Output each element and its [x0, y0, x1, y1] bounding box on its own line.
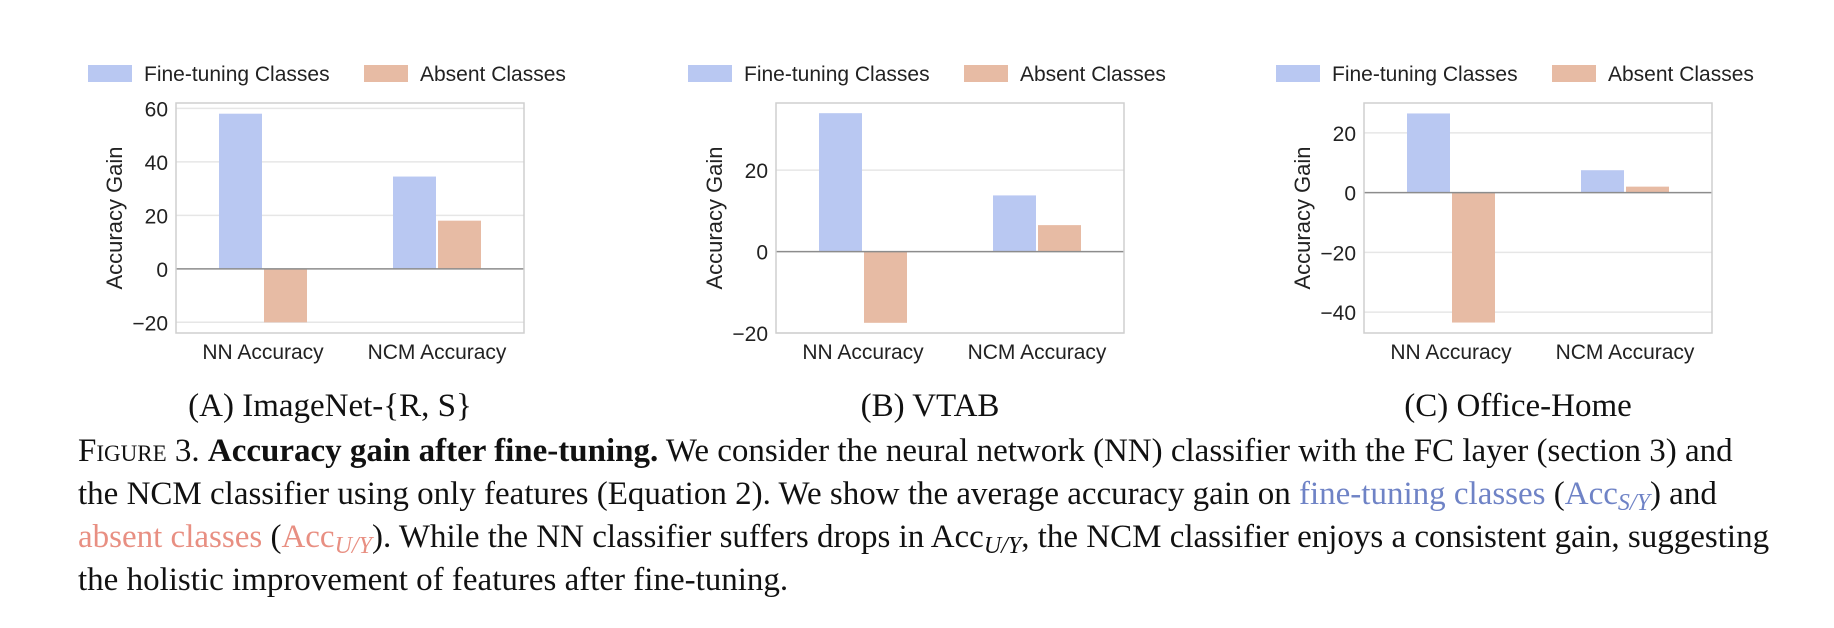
caption-title: Accuracy gain after fine-tuning.	[207, 433, 659, 469]
bar-absent-ncm	[438, 220, 481, 269]
y-axis-label: Accuracy Gain	[102, 146, 127, 289]
bar-absent-nn	[864, 251, 907, 323]
bar-fine-ncm	[393, 176, 436, 269]
caption-acc-absent-2: AccU/Y	[930, 519, 1022, 559]
x-tick-label: NN Accuracy	[202, 341, 324, 364]
legend-swatch-fine	[688, 65, 732, 82]
caption-text-3: ). While the NN classifier suffers drops…	[371, 519, 931, 555]
legend-swatch-fine	[88, 65, 132, 82]
bar-fine-nn	[219, 113, 262, 269]
figure-panels: Fine-tuning Classes Absent Classes −20 0 20 4…	[88, 63, 1754, 424]
subfigure-title: (B) VTAB	[861, 388, 1000, 424]
x-tick-label: NCM Accuracy	[1556, 341, 1695, 364]
bar-absent-nn	[1452, 192, 1495, 323]
caption-absent-classes: absent classes	[78, 519, 263, 555]
y-tick-label: 0	[156, 259, 168, 282]
caption-fine-tuning-classes: fine-tuning classes	[1299, 476, 1546, 512]
chart-legend: Fine-tuning Classes Absent Classes	[1276, 63, 1754, 86]
chart-legend: Fine-tuning Classes Absent Classes	[688, 63, 1166, 86]
subfigure-title: (C) Office-Home	[1404, 388, 1632, 424]
y-tick-label: 40	[145, 152, 168, 175]
legend-swatch-absent	[1552, 65, 1596, 82]
caption-text-2: ) and	[1649, 476, 1717, 512]
bar-fine-ncm	[1581, 170, 1624, 193]
figure-caption: Figure 3. Accuracy gain after fine-tunin…	[78, 433, 1770, 598]
legend-swatch-absent	[964, 65, 1008, 82]
subfigure-title: (A) ImageNet-{R, S}	[188, 388, 472, 424]
bar-fine-ncm	[993, 195, 1036, 252]
legend-label-absent: Absent Classes	[1608, 63, 1754, 86]
figure-label: Figure 3.	[78, 433, 200, 469]
plot-frame	[1363, 102, 1713, 334]
y-axis-label: Accuracy Gain	[1290, 146, 1315, 289]
caption-acc-absent: AccU/Y	[281, 519, 372, 559]
caption-acc-fine: AccS/Y	[1564, 476, 1650, 516]
plot-frame	[775, 102, 1125, 334]
y-tick-label: 20	[1333, 123, 1356, 146]
bar-fine-nn	[1407, 113, 1450, 193]
y-tick-label: −20	[1320, 242, 1356, 265]
plot-frame	[175, 102, 525, 334]
x-tick-label: NN Accuracy	[1390, 341, 1512, 364]
caption-text-1: We consider the neural network (NN) clas…	[78, 433, 1733, 512]
bar-absent-nn	[264, 268, 307, 323]
y-tick-label: 0	[756, 242, 768, 265]
y-tick-label: 0	[1344, 183, 1356, 206]
y-tick-label: −20	[132, 312, 168, 335]
bar-absent-ncm	[1626, 186, 1669, 193]
y-tick-label: 60	[145, 98, 168, 121]
bar-fine-nn	[819, 113, 862, 252]
legend-label-absent: Absent Classes	[420, 63, 566, 86]
y-tick-label: 20	[745, 160, 768, 183]
legend-label-fine: Fine-tuning Classes	[1332, 63, 1518, 86]
x-tick-label: NN Accuracy	[802, 341, 924, 364]
legend-swatch-absent	[364, 65, 408, 82]
bar-absent-ncm	[1038, 225, 1081, 252]
chart-panel-3: Fine-tuning Classes Absent Classes −40 −20 0…	[1276, 63, 1754, 424]
x-tick-label: NCM Accuracy	[368, 341, 507, 364]
chart-panel-2: Fine-tuning Classes Absent Classes −20 0 20 N…	[688, 63, 1166, 424]
legend-label-fine: Fine-tuning Classes	[744, 63, 930, 86]
x-tick-label: NCM Accuracy	[968, 341, 1107, 364]
chart-legend: Fine-tuning Classes Absent Classes	[88, 63, 566, 86]
legend-swatch-fine	[1276, 65, 1320, 82]
caption-text-4: , the NCM classifier enjoys a consistent…	[78, 519, 1770, 598]
y-tick-label: −20	[732, 323, 768, 346]
y-tick-label: −40	[1320, 302, 1356, 325]
y-tick-label: 20	[145, 205, 168, 228]
chart-panel-1: Fine-tuning Classes Absent Classes −20 0 20 4…	[88, 63, 566, 424]
legend-label-absent: Absent Classes	[1020, 63, 1166, 86]
y-axis-label: Accuracy Gain	[702, 146, 727, 289]
legend-label-fine: Fine-tuning Classes	[144, 63, 330, 86]
